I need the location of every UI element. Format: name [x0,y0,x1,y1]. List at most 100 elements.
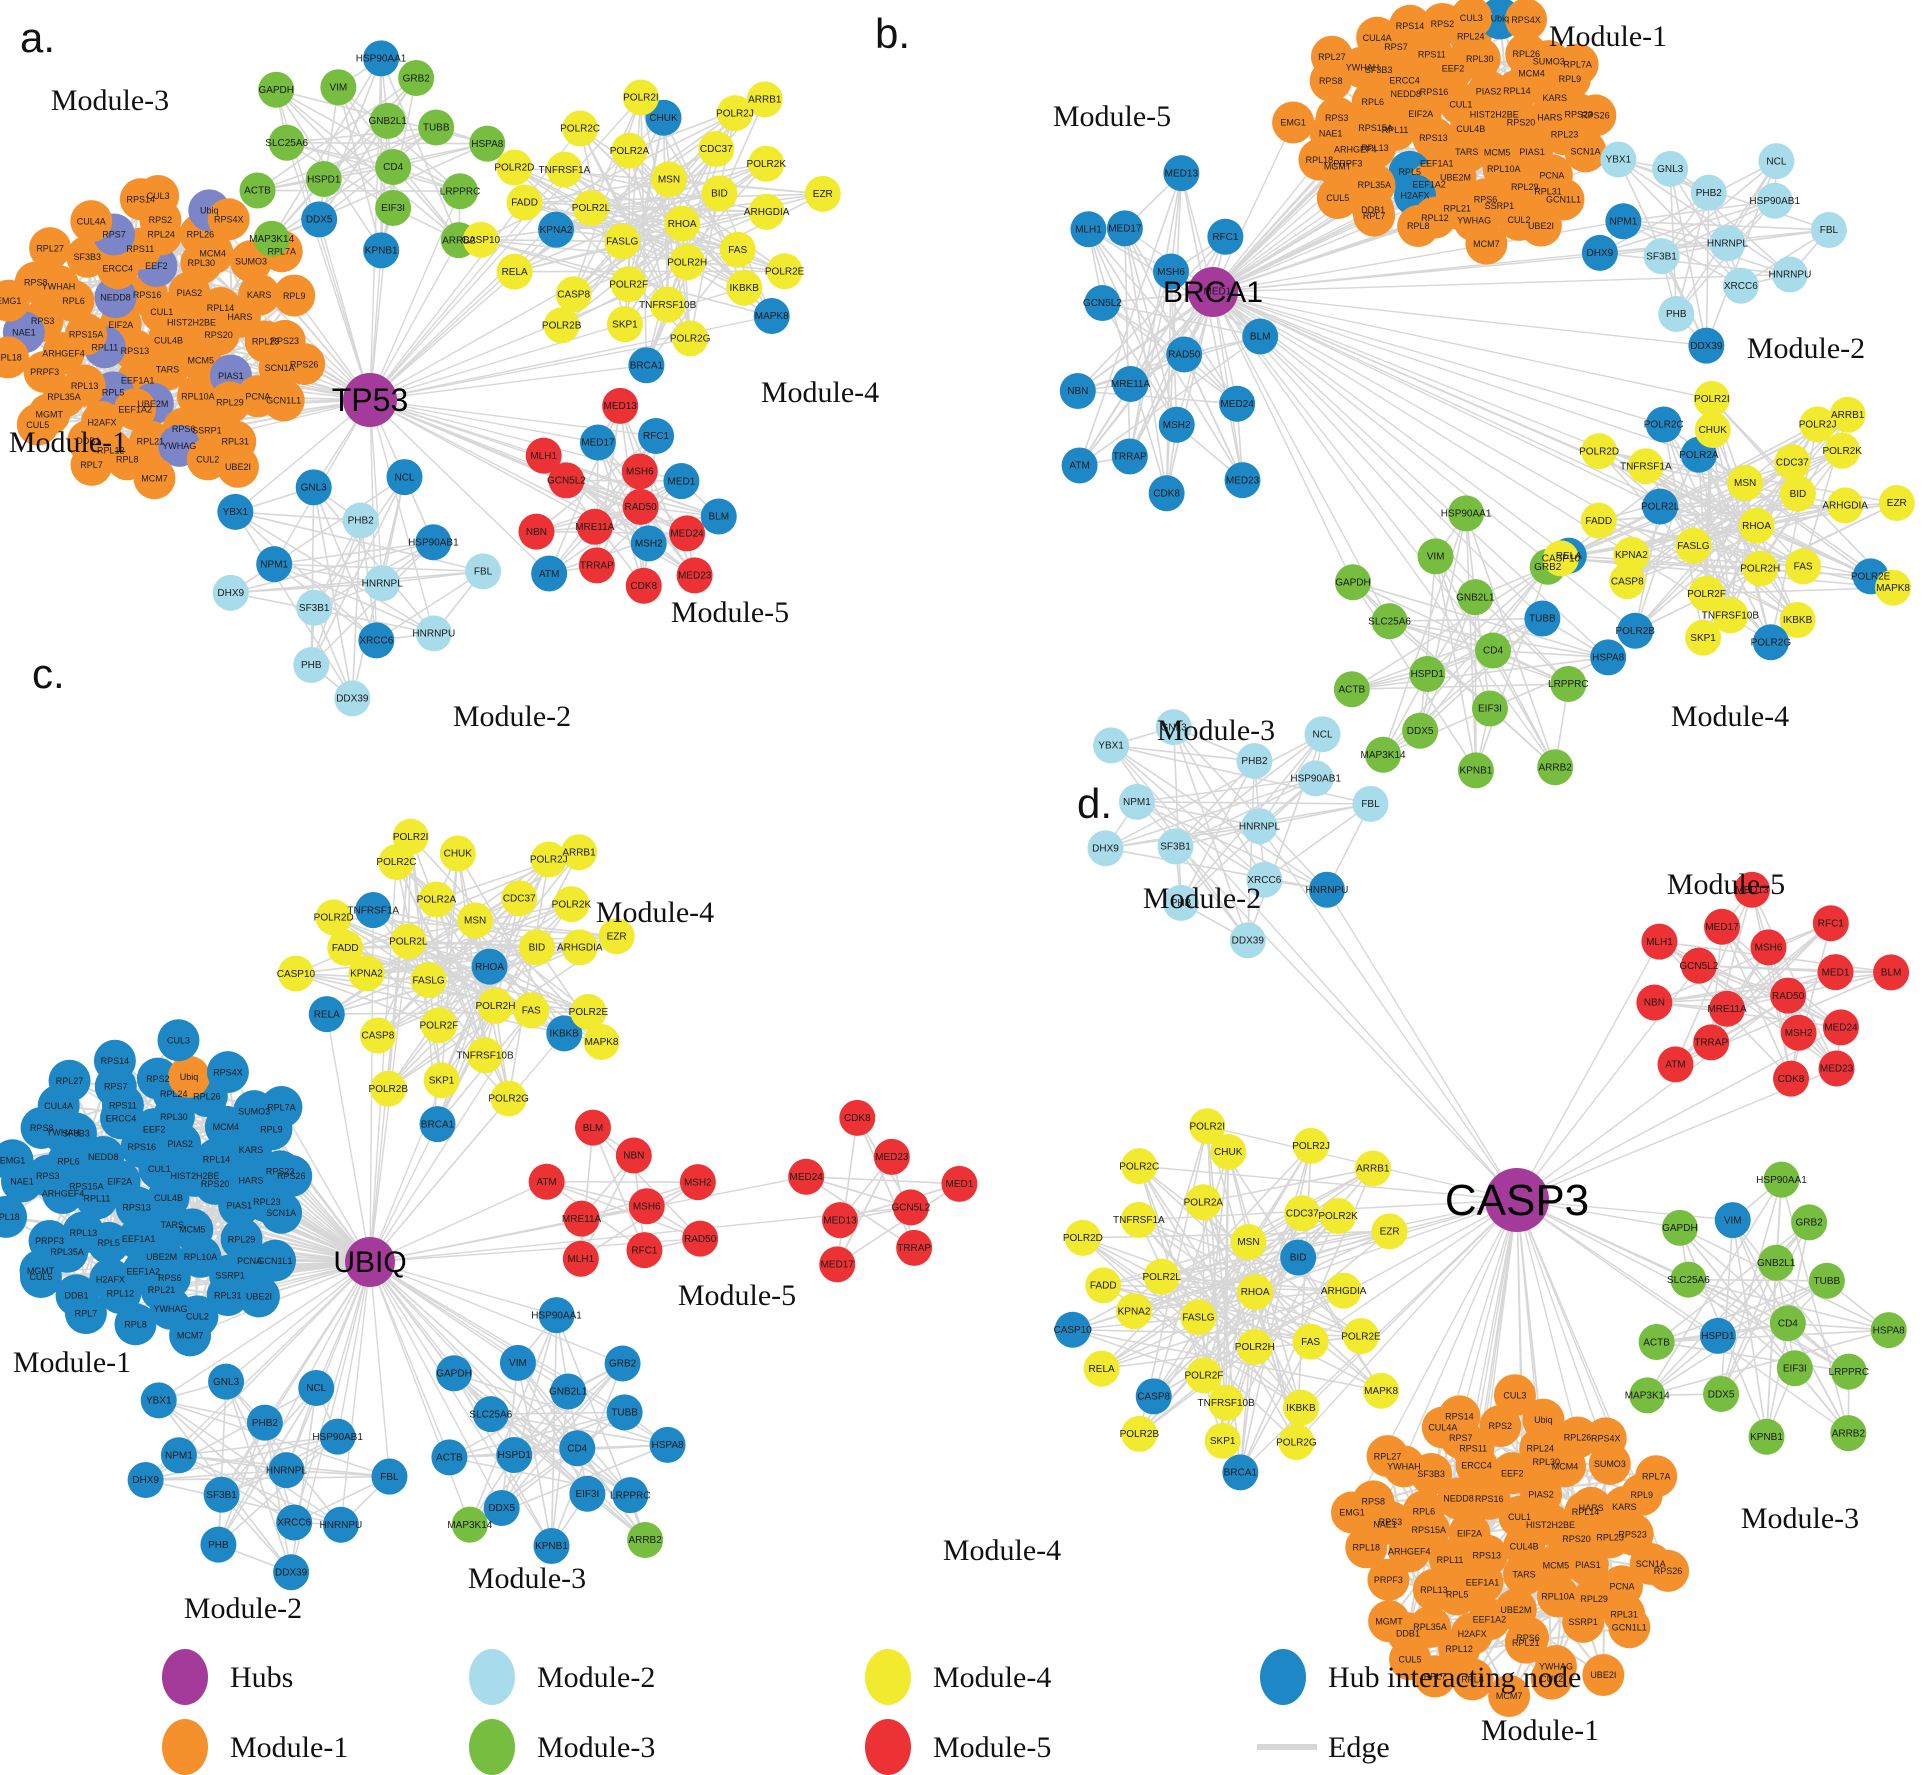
gene-node-label-RPS23: RPS23 [1565,110,1594,120]
gene-node-POLR2A [418,881,455,918]
gene-node-label-RPL12: RPL12 [1445,1644,1473,1654]
hub-edge [340,1261,371,1525]
gene-node-POLR2F [610,266,647,303]
edge [440,853,459,1081]
gene-node-TNFRSF10B [1208,1384,1245,1421]
gene-node-CUL5 [1389,1638,1432,1681]
gene-node-GNL3 [1155,709,1192,746]
gene-node-GRB2 [604,1345,641,1382]
hub-edge [1472,1199,1518,1449]
hub-edge [1365,1199,1518,1548]
gene-node-POLR2F [420,1007,457,1044]
gene-node-label-MLH1: MLH1 [530,451,557,462]
edge [257,126,437,192]
gene-node-label-RPS7: RPS7 [102,230,126,240]
gene-node-label-RPS20: RPS20 [1562,1534,1591,1544]
gene-node-POLR2L [1642,488,1679,525]
gene-node-label-MSH6: MSH6 [1755,943,1783,954]
gene-node-RFC1 [1207,218,1244,255]
gene-node-label-MSH2: MSH2 [1785,1028,1813,1039]
edge [1720,1179,1783,1395]
gene-node-IKBKB [1779,602,1816,639]
gene-node-label-EEF1A2: EEF1A2 [126,1267,160,1277]
gene-node-label-EIF3I: EIF3I [1478,704,1502,715]
gene-node-label-HIST2H2BE: HIST2H2BE [167,317,216,327]
gene-node-label-PCNA: PCNA [237,1256,262,1266]
gene-node-label-ACTB: ACTB [1339,684,1366,695]
gene-node-RPL8 [114,1303,157,1346]
gene-node-label-CUL4B: CUL4B [154,335,183,345]
gene-node-label-UBE2M: UBE2M [1440,172,1471,182]
gene-node-DDX39 [1688,327,1725,364]
gene-node-label-EIF3I: EIF3I [1783,1363,1807,1374]
gene-node-label-SLC25A6: SLC25A6 [469,1409,512,1420]
gene-node-label-EZR: EZR [1887,498,1907,509]
gene-node-EMG1 [0,279,30,322]
gene-node-label-TNFRSF1A: TNFRSF1A [1620,461,1672,472]
gene-node-RAD50 [622,488,659,525]
gene-node-label-HNRNPL: HNRNPL [266,1465,308,1476]
gene-node-label-DDX39: DDX39 [1232,936,1265,947]
edge [375,570,484,642]
edge [1351,656,1609,690]
gene-node-label-RPL30: RPL30 [188,258,216,268]
gene-node-label-HARS: HARS [227,312,252,322]
gene-node-label-GNL3: GNL3 [1657,164,1684,175]
gene-node-label-MAPK8: MAPK8 [755,311,789,322]
module-label: Module-2 [184,1592,302,1625]
gene-node-label-MED23: MED23 [678,571,712,582]
gene-node-label-NPM1: NPM1 [165,1450,193,1461]
gene-node-KPNA2 [538,211,575,248]
gene-node-label-MCM5: MCM5 [179,1225,206,1235]
gene-node-SF3B1 [1157,828,1194,865]
gene-node-label-TUBB: TUBB [1814,1276,1841,1287]
gene-node-label-HSP90AB1: HSP90AB1 [1749,196,1800,207]
gene-node-RFC1 [638,417,675,454]
edge [1646,1179,1783,1396]
gene-node-label-UBE2M: UBE2M [146,1252,177,1262]
edge [1426,566,1549,675]
edge [1721,926,1842,1028]
gene-node-NPM1 [1118,783,1155,820]
edge [436,966,491,1125]
gene-node-label-RPL31: RPL31 [1534,187,1562,197]
gene-node-label-RPL5: RPL5 [1446,1590,1469,1600]
gene-node-HNRNPU [322,1506,359,1543]
gene-node-YBX1 [217,493,254,530]
gene-node-label-GCN5L2: GCN5L2 [891,1203,930,1214]
gene-node-label-IKBKB: IKBKB [550,1029,580,1040]
gene-node-RPL18 [1345,1526,1388,1569]
edge [1133,1289,1344,1312]
gene-node-label-Ubiq: Ubiq [1491,14,1510,24]
gene-node-label-NAE1: NAE1 [1373,1519,1397,1529]
hub-edge [369,1261,569,1393]
gene-node-POLR2I [622,79,659,116]
gene-node-label-TRRAP: TRRAP [897,1243,931,1254]
gene-node-BLM [574,1109,611,1146]
gene-node-label-KPNB1: KPNB1 [535,1541,568,1552]
gene-node-label-RPL13: RPL13 [70,1228,98,1238]
legend-swatch-module-3 [469,1719,515,1775]
gene-node-label-RPL26: RPL26 [193,1091,221,1101]
hub-edge [1212,159,1320,293]
edge [286,141,488,145]
gene-node-EZR [1371,1213,1408,1250]
gene-node-RPL31 [206,1274,249,1317]
gene-node-RPL27 [29,227,72,270]
gene-node-RELA [308,996,345,1033]
edge [566,479,682,482]
gene-node-label-CD4: CD4 [1483,646,1503,657]
gene-node-label-RPL12: RPL12 [1421,213,1449,223]
gene-node-HSPA8 [469,125,506,162]
gene-node-CDK8 [625,567,662,604]
gene-node-MED23 [873,1138,910,1175]
gene-node-label-ARHGEF4: ARHGEF4 [1388,1547,1431,1557]
gene-node-label-EMG1: EMG1 [0,296,21,306]
gene-node-label-EMG1: EMG1 [1339,1508,1365,1518]
gene-node-GAPDH [1661,1209,1698,1246]
gene-node-label-MED17: MED17 [821,1260,855,1271]
gene-node-label-MED24: MED24 [1824,1023,1858,1034]
gene-node-label-CASP8: CASP8 [1611,576,1644,587]
gene-node-label-RPS16: RPS16 [1420,87,1449,97]
gene-node-label-RPS16: RPS16 [133,290,162,300]
